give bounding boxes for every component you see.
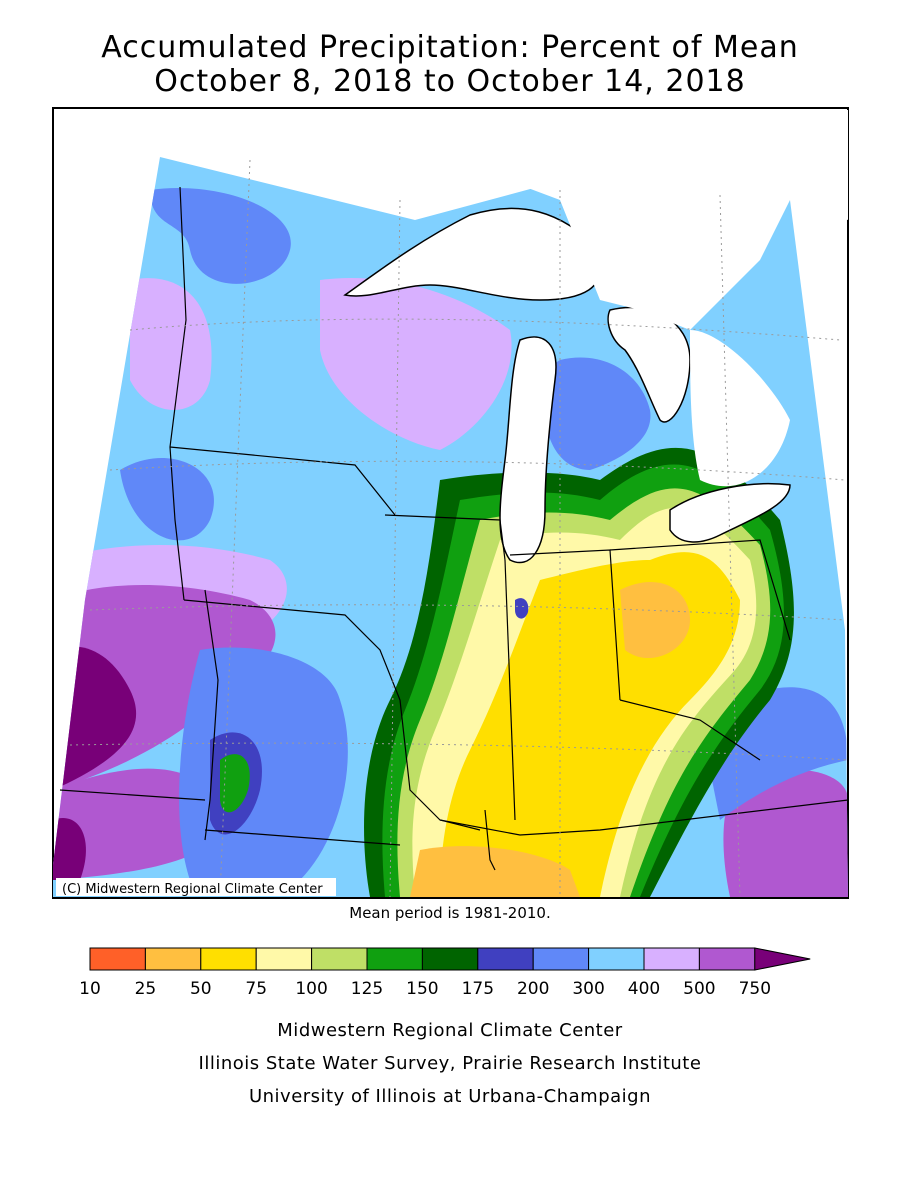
legend-label-100: 100	[295, 979, 327, 999]
graticule	[69, 159, 849, 898]
legend-label-25: 25	[135, 979, 157, 999]
legend-label-500: 500	[683, 979, 715, 999]
state-borders	[59, 186, 849, 871]
legend-label-75: 75	[245, 979, 267, 999]
legend-swatch-150	[421, 947, 479, 971]
legend-swatch-200	[532, 947, 590, 971]
copyright-box	[56, 878, 336, 896]
legend-label-125: 125	[351, 979, 383, 999]
map-title-line2: October 8, 2018 to October 14, 2018	[154, 64, 746, 99]
legend-label-400: 400	[628, 979, 660, 999]
legend-label-300: 300	[572, 979, 604, 999]
canada-region	[470, 110, 848, 330]
legend-swatch-300	[588, 947, 645, 971]
legend-label-175: 175	[462, 979, 494, 999]
legend-swatch-500	[698, 947, 756, 971]
credit-line-1: Midwestern Regional Climate Center	[277, 1020, 623, 1041]
legend-swatch-75	[255, 947, 313, 971]
credit-line-3: University of Illinois at Urbana-Champai…	[248, 1086, 652, 1107]
great-lakes	[343, 207, 791, 564]
legend-label-200: 200	[517, 979, 549, 999]
legend-label-750: 750	[739, 979, 771, 999]
legend-swatch-400	[643, 947, 700, 971]
map-title-line1: Accumulated Precipitation: Percent of Me…	[101, 30, 799, 65]
legend-swatch-50	[200, 947, 257, 971]
legend-swatch-100	[311, 947, 368, 971]
color-legend: 10 25 50 75 100 125 150 175 200 300 400 500 750	[79, 947, 811, 999]
legend-label-10: 10	[79, 979, 101, 999]
legend-swatch-25	[144, 947, 202, 971]
legend-swatch-175	[477, 947, 534, 971]
legend-label-50: 50	[190, 979, 212, 999]
legend-label-150: 150	[406, 979, 438, 999]
legend-swatch-125	[366, 947, 423, 971]
credit-line-2: Illinois State Water Survey, Prairie Res…	[198, 1053, 702, 1074]
legend-swatch-10	[89, 947, 146, 971]
legend-swatch-750	[754, 947, 811, 971]
copyright-text: (C) Midwestern Regional Climate Center	[62, 882, 323, 897]
mean-period-note: Mean period is 1981-2010.	[349, 904, 551, 922]
